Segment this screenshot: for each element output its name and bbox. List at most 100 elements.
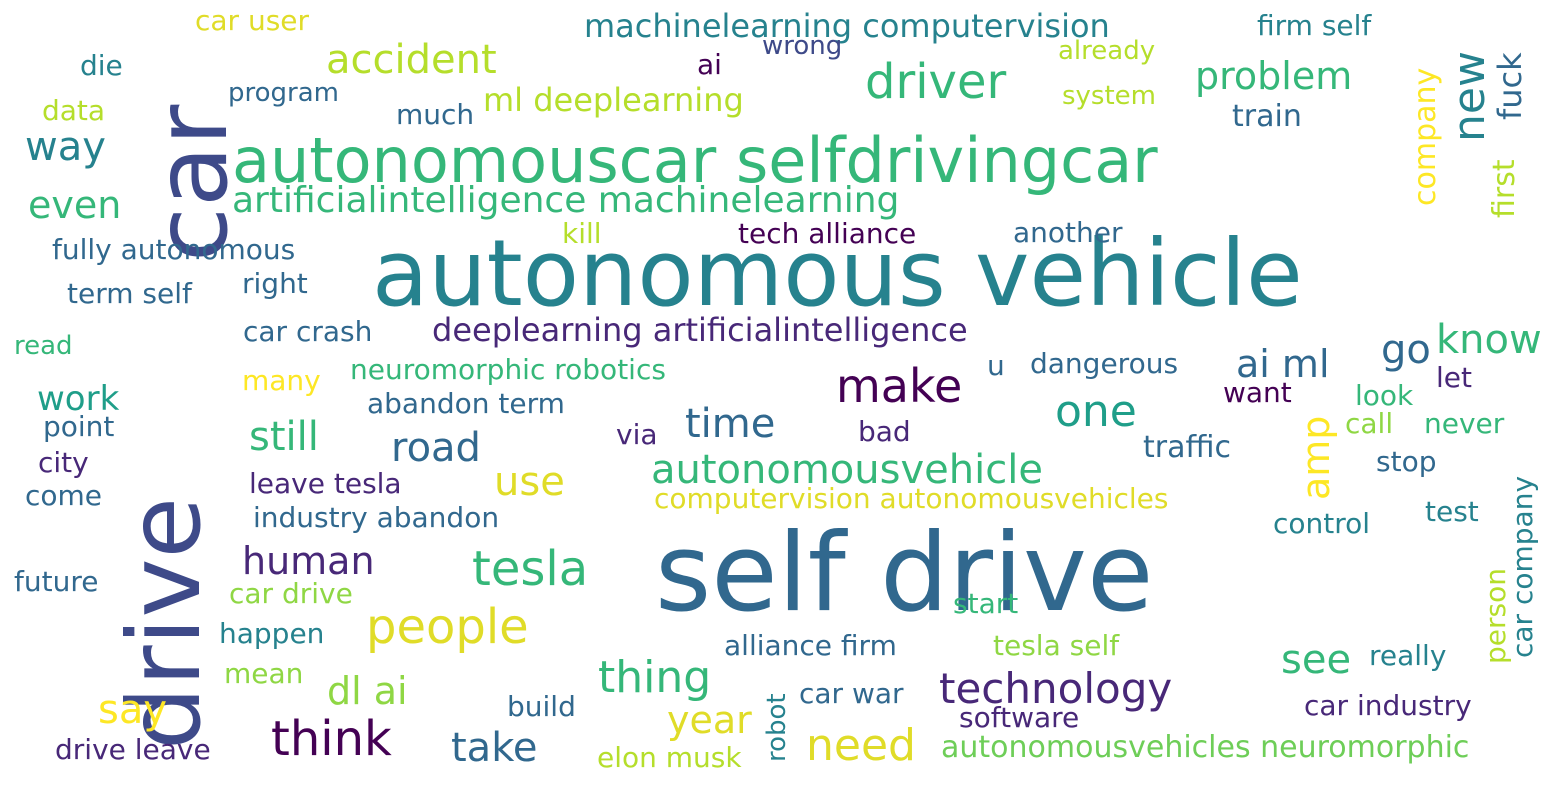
word-leave-tesla: leave tesla bbox=[249, 467, 402, 500]
word-ai-ml: ai ml bbox=[1236, 342, 1330, 386]
word-time: time bbox=[685, 401, 776, 447]
word-tesla-self: tesla self bbox=[993, 629, 1120, 662]
word-die: die bbox=[80, 49, 123, 82]
word-robot: robot bbox=[762, 693, 792, 762]
word-car-war: car war bbox=[799, 677, 904, 710]
word-abandon-term: abandon term bbox=[367, 387, 565, 420]
word-bad: bad bbox=[858, 415, 911, 448]
word-want: want bbox=[1223, 376, 1292, 409]
word-neuromorphic-robotics: neuromorphic robotics bbox=[350, 353, 666, 386]
word-car-crash: car crash bbox=[243, 315, 373, 348]
word-year: year bbox=[667, 698, 752, 742]
word-kill: kill bbox=[562, 217, 602, 250]
word-first: first bbox=[1487, 159, 1522, 218]
word-deeplearning-artificialintelligence: deeplearning artificialintelligence bbox=[432, 311, 968, 349]
word-think: think bbox=[271, 711, 392, 767]
word-mean: mean bbox=[224, 657, 304, 690]
word-tech-alliance: tech alliance bbox=[738, 217, 917, 250]
word-autonomousvehicles-neuromorphic: autonomousvehicles neuromorphic bbox=[941, 730, 1470, 765]
word-happen: happen bbox=[219, 617, 325, 650]
word-dangerous: dangerous bbox=[1030, 347, 1179, 380]
word-autonomous-vehicle: autonomous vehicle bbox=[372, 220, 1303, 327]
word-fuck: fuck bbox=[1491, 52, 1529, 120]
word-stop: stop bbox=[1376, 445, 1437, 478]
word-machinelearning-computervision: machinelearning computervision bbox=[584, 7, 1110, 45]
word-one: one bbox=[1055, 386, 1137, 437]
word-drive-leave: drive leave bbox=[55, 733, 211, 766]
word-need: need bbox=[806, 720, 916, 771]
word-road: road bbox=[391, 425, 481, 471]
word-problem: problem bbox=[1195, 54, 1353, 98]
word-data: data bbox=[42, 94, 106, 127]
word-even: even bbox=[28, 183, 122, 227]
word-tesla: tesla bbox=[472, 541, 589, 597]
word-ai: ai bbox=[697, 48, 722, 81]
word-artificialintelligence-machinelearning: artificialintelligence machinelearning bbox=[232, 180, 900, 221]
word-amp: amp bbox=[1294, 415, 1338, 500]
word-take: take bbox=[451, 725, 538, 771]
word-point: point bbox=[43, 410, 115, 443]
word-still: still bbox=[249, 414, 319, 460]
word-people: people bbox=[366, 599, 529, 655]
word-dl-ai: dl ai bbox=[327, 669, 408, 713]
word-go: go bbox=[1381, 327, 1431, 373]
word-never: never bbox=[1424, 407, 1505, 440]
word-many: many bbox=[242, 364, 321, 397]
word-right: right bbox=[242, 267, 308, 300]
word-car-drive: car drive bbox=[229, 577, 353, 610]
word-know: know bbox=[1436, 317, 1542, 363]
word-use: use bbox=[494, 459, 565, 505]
word-look: look bbox=[1355, 379, 1414, 412]
word-train: train bbox=[1232, 99, 1302, 134]
word-autonomousvehicle: autonomousvehicle bbox=[651, 447, 1043, 493]
word-already: already bbox=[1058, 36, 1156, 66]
word-city: city bbox=[38, 446, 89, 479]
word-accident: accident bbox=[326, 37, 497, 83]
word-fully-autonomous: fully autonomous bbox=[52, 233, 296, 266]
word-industry-abandon: industry abandon bbox=[253, 501, 500, 534]
word-future: future bbox=[14, 565, 99, 598]
word-build: build bbox=[507, 690, 576, 723]
word-autonomouscar-selfdrivingcar: autonomouscar selfdrivingcar bbox=[232, 124, 1158, 197]
word-car-industry: car industry bbox=[1304, 689, 1472, 722]
word-wrong: wrong bbox=[762, 31, 843, 61]
word-u: u bbox=[987, 349, 1005, 382]
word-come: come bbox=[25, 479, 103, 512]
word-computervision-autonomousvehicles: computervision autonomousvehicles bbox=[654, 482, 1169, 515]
word-car-company: car company bbox=[1506, 475, 1539, 658]
word-see: see bbox=[1281, 637, 1352, 683]
word-control: control bbox=[1273, 507, 1371, 540]
word-technology: technology bbox=[939, 664, 1173, 713]
word-let: let bbox=[1436, 361, 1472, 394]
word-car-user: car user bbox=[195, 4, 310, 37]
word-person: person bbox=[1479, 568, 1512, 664]
word-say: say bbox=[98, 687, 168, 733]
word-make: make bbox=[836, 359, 963, 413]
word-software: software bbox=[959, 701, 1080, 734]
word-term-self: term self bbox=[67, 277, 192, 310]
word-test: test bbox=[1425, 495, 1479, 528]
word-system: system bbox=[1062, 81, 1156, 111]
word-via: via bbox=[616, 418, 658, 451]
word-human: human bbox=[242, 539, 375, 583]
word-really: really bbox=[1369, 639, 1447, 672]
word-alliance-firm: alliance firm bbox=[724, 629, 897, 662]
word-much: much bbox=[396, 98, 475, 131]
word-traffic: traffic bbox=[1143, 430, 1231, 465]
word-work: work bbox=[37, 379, 120, 419]
word-firm-self: firm self bbox=[1257, 9, 1372, 42]
word-start: start bbox=[953, 587, 1019, 620]
word-elon-musk: elon musk bbox=[597, 741, 742, 774]
word-ml-deeplearning: ml deeplearning bbox=[483, 81, 744, 119]
word-another: another bbox=[1013, 216, 1123, 249]
word-driver: driver bbox=[865, 54, 1007, 110]
word-thing: thing bbox=[598, 652, 712, 703]
word-new: new bbox=[1444, 51, 1495, 142]
word-read: read bbox=[14, 331, 73, 361]
word-self-drive: self drive bbox=[655, 511, 1154, 636]
word-company: company bbox=[1408, 67, 1443, 206]
word-program: program bbox=[228, 78, 339, 108]
word-call: call bbox=[1345, 407, 1394, 440]
word-way: way bbox=[25, 124, 106, 170]
